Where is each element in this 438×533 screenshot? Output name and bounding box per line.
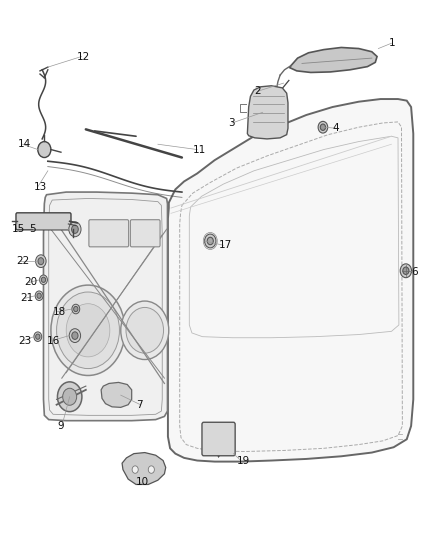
Text: 11: 11 xyxy=(193,144,206,155)
Polygon shape xyxy=(101,382,132,407)
Circle shape xyxy=(74,306,78,312)
Circle shape xyxy=(71,225,78,233)
Circle shape xyxy=(400,264,412,278)
Circle shape xyxy=(66,304,110,357)
Text: 17: 17 xyxy=(219,240,232,250)
Text: 4: 4 xyxy=(332,123,339,133)
FancyBboxPatch shape xyxy=(16,213,71,230)
Text: 2: 2 xyxy=(254,86,261,96)
Polygon shape xyxy=(247,86,288,139)
Circle shape xyxy=(72,332,78,340)
FancyBboxPatch shape xyxy=(202,422,235,456)
Circle shape xyxy=(35,291,43,301)
Circle shape xyxy=(403,267,409,274)
Text: 6: 6 xyxy=(411,267,418,277)
Text: 7: 7 xyxy=(136,400,143,410)
Polygon shape xyxy=(122,453,166,484)
Polygon shape xyxy=(168,99,413,462)
Text: 10: 10 xyxy=(136,477,149,487)
Circle shape xyxy=(121,301,169,360)
Circle shape xyxy=(51,285,125,375)
Circle shape xyxy=(57,382,82,411)
Text: 20: 20 xyxy=(25,278,38,287)
Circle shape xyxy=(63,388,77,405)
Text: 16: 16 xyxy=(46,336,60,346)
Circle shape xyxy=(132,466,138,473)
Circle shape xyxy=(205,234,216,248)
Text: 9: 9 xyxy=(57,421,64,431)
Text: 22: 22 xyxy=(16,256,29,266)
Text: 1: 1 xyxy=(389,38,396,48)
Text: 3: 3 xyxy=(228,118,234,128)
Text: 18: 18 xyxy=(53,306,66,317)
Circle shape xyxy=(72,304,80,314)
Circle shape xyxy=(38,142,51,158)
Circle shape xyxy=(34,332,42,342)
Text: 21: 21 xyxy=(20,293,34,303)
Text: 19: 19 xyxy=(237,456,250,465)
Text: 15: 15 xyxy=(12,224,25,235)
Circle shape xyxy=(69,329,81,343)
Polygon shape xyxy=(290,47,377,72)
Polygon shape xyxy=(43,192,167,421)
Text: 23: 23 xyxy=(18,336,32,346)
Text: 12: 12 xyxy=(77,52,90,61)
Circle shape xyxy=(35,334,40,340)
Circle shape xyxy=(39,275,47,285)
Circle shape xyxy=(69,222,81,237)
Circle shape xyxy=(38,257,44,265)
Circle shape xyxy=(320,124,325,131)
Text: 13: 13 xyxy=(33,182,47,192)
Text: 14: 14 xyxy=(18,139,32,149)
FancyBboxPatch shape xyxy=(131,220,160,247)
Circle shape xyxy=(37,293,41,298)
Circle shape xyxy=(207,237,213,245)
Circle shape xyxy=(318,122,328,133)
Circle shape xyxy=(148,466,154,473)
Text: 5: 5 xyxy=(29,224,36,235)
Circle shape xyxy=(126,308,163,353)
Circle shape xyxy=(57,292,120,368)
Circle shape xyxy=(35,255,46,268)
Circle shape xyxy=(41,277,46,282)
FancyBboxPatch shape xyxy=(89,220,129,247)
